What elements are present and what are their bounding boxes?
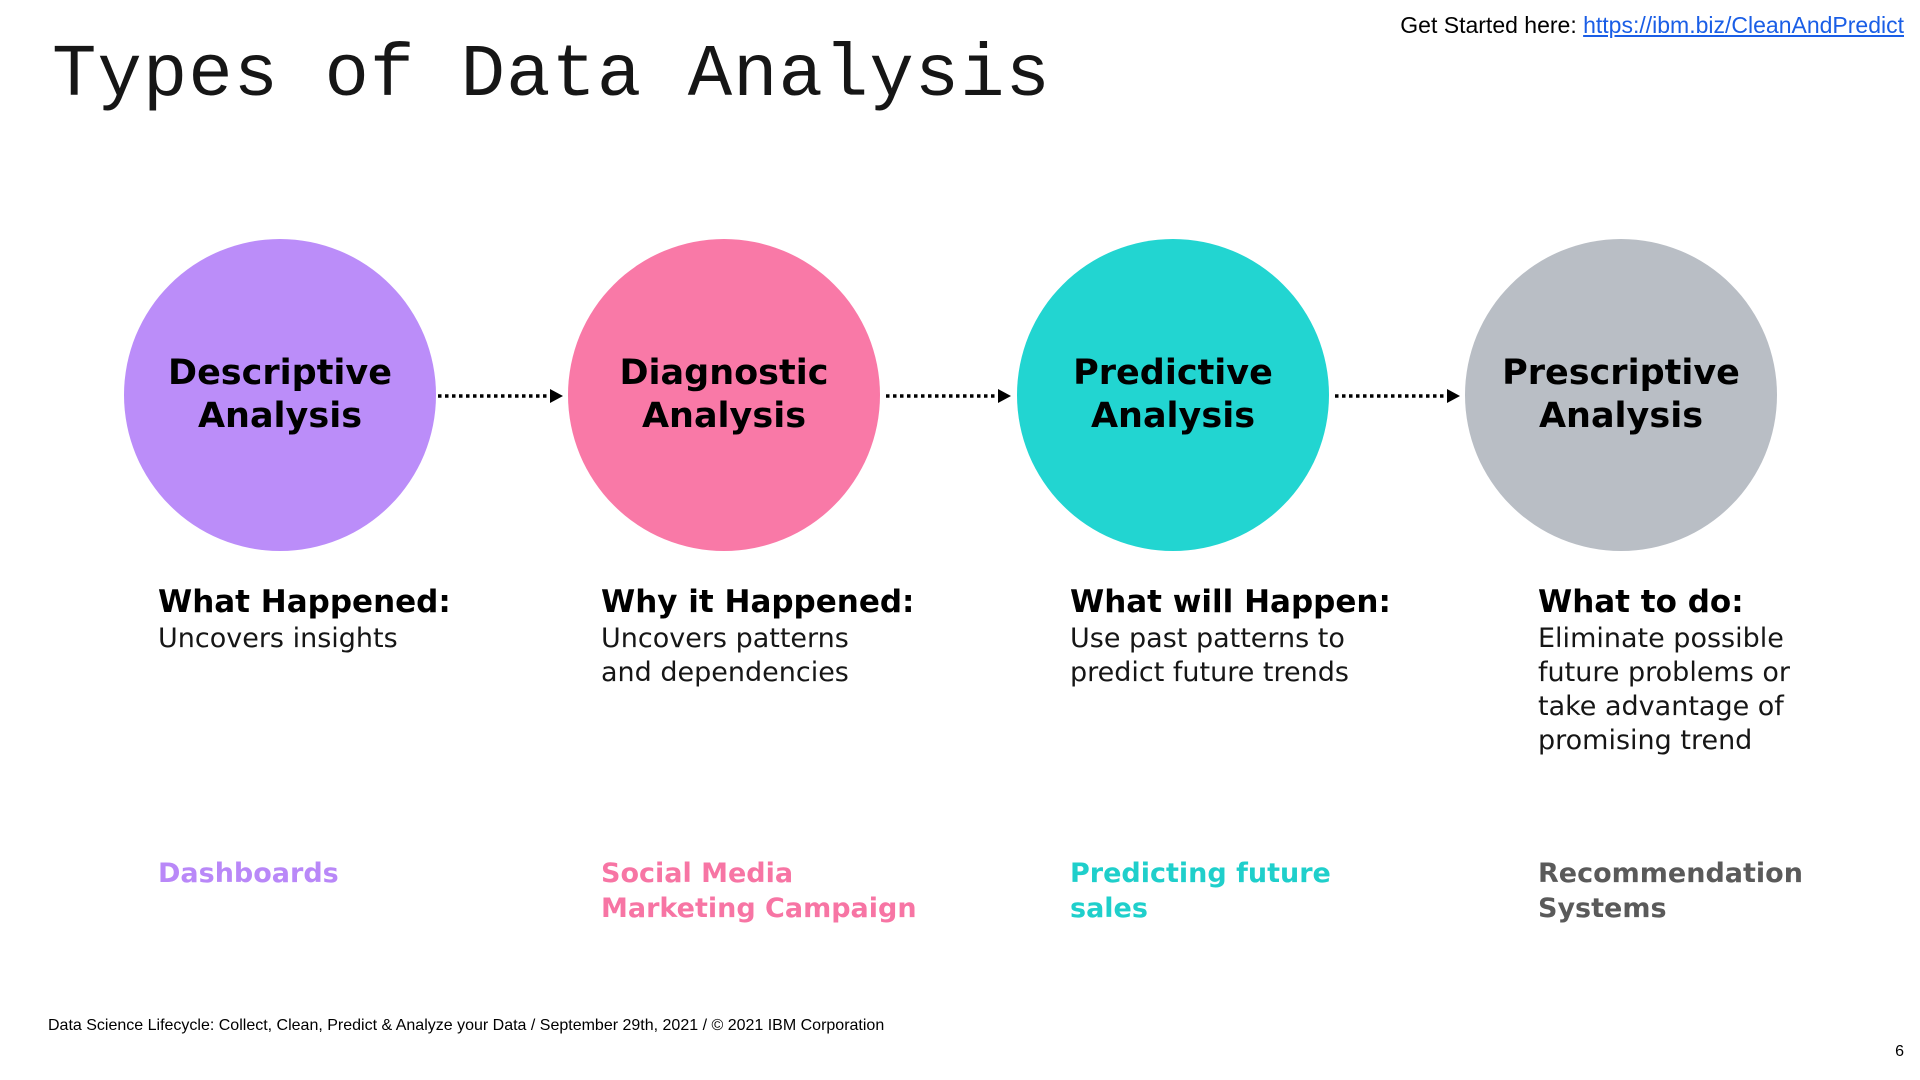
stage-description: Use past patterns to predict future tren… [1070,623,1349,688]
diagnostic-example: Social Media Marketing Campaign [601,858,917,924]
dotted-arrow-icon [1335,389,1460,403]
stage-name: Prescriptive Analysis [1502,353,1740,436]
stage-question: Why it Happened: [601,584,915,620]
stage-name: Descriptive Analysis [168,353,392,436]
stage-question: What will Happen: [1070,584,1391,620]
stage-description: Eliminate possible future problems or ta… [1538,623,1791,756]
stage-description: Uncovers patterns and dependencies [601,623,849,688]
dotted-arrow-icon [438,389,563,403]
diagnostic-description-block: Why it Happened: Uncovers patterns and d… [601,583,961,690]
get-started-link[interactable]: https://ibm.biz/CleanAndPredict [1583,12,1904,38]
stage-name: Predictive Analysis [1073,353,1273,436]
diagnostic-analysis-circle: Diagnostic Analysis [568,239,880,551]
get-started-label: Get Started here: [1400,12,1577,38]
descriptive-description-block: What Happened: Uncovers insights [158,583,518,656]
predictive-analysis-circle: Predictive Analysis [1017,239,1329,551]
page-number: 6 [1895,1043,1904,1060]
descriptive-analysis-circle: Descriptive Analysis [124,239,436,551]
descriptive-example: Dashboards [158,858,339,889]
prescriptive-example: Recommendation Systems [1538,858,1803,924]
predictive-example: Predicting future sales [1070,858,1331,924]
stage-description: Uncovers insights [158,623,398,654]
stage-name: Diagnostic Analysis [619,353,829,436]
dotted-arrow-icon [886,389,1011,403]
footer-text: Data Science Lifecycle: Collect, Clean, … [48,1017,885,1034]
stage-question: What to do: [1538,584,1744,620]
get-started-header: Get Started here: https://ibm.biz/CleanA… [1400,12,1904,39]
predictive-description-block: What will Happen: Use past patterns to p… [1070,583,1430,690]
page-title: Types of Data Analysis [52,34,1051,118]
prescriptive-analysis-circle: Prescriptive Analysis [1465,239,1777,551]
prescriptive-description-block: What to do: Eliminate possible future pr… [1538,583,1898,758]
stage-question: What Happened: [158,584,451,620]
